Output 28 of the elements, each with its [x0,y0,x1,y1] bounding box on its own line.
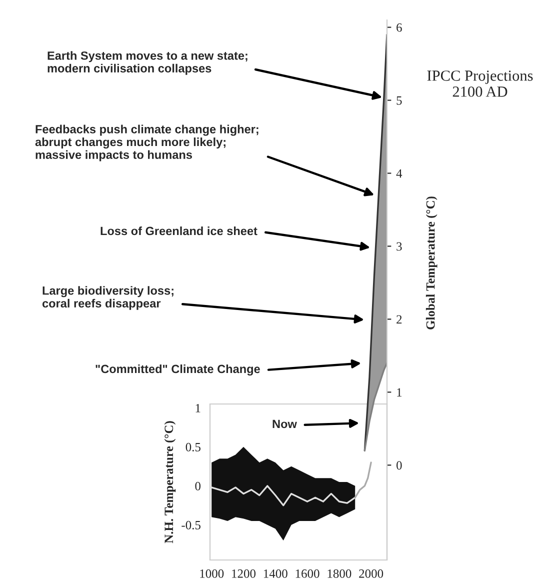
line-series [354,462,372,498]
y-tick-label: 1 [196,404,200,412]
y2-tick-label: 3 [396,242,402,251]
y-tick-label: 0 [195,482,200,490]
text: IPCC Projections 2100 AD [427,70,533,97]
y2-tick-label: 1 [397,388,402,396]
y2-tick-label: 5 [396,96,402,105]
text: Feedbacks push climate change higher; abrupt changes much more likely; massive impacts to humans [35,124,258,162]
y-tick-label: 0.5 [186,442,200,452]
text: "Committed" Climate Change [96,364,260,376]
y-tick-label: -0.5 [182,520,200,530]
y2-tick-label: 2 [396,315,402,324]
x-tick-label: 1600 [296,569,320,578]
y2-tick-label: 4 [396,169,402,178]
y2-axis-title: Global Temperature (°C) [426,196,438,330]
x-tick-label: 2000 [359,569,384,578]
text: Earth System moves to a new state; modern civilisation collapses [48,51,248,75]
text: Loss of Greenland ice sheet [100,226,258,236]
y2-tick-label: 0 [396,461,402,470]
y2-tick-label: 6 [396,23,402,32]
x-tick-label: 1400 [264,569,288,578]
x-tick-label: 1000 [200,569,224,578]
text: Large biodiversity loss; coral reefs disappear [42,286,174,310]
annotation: Now [272,420,297,428]
line-series [210,485,356,506]
y-axis-title: N.H. Temperature (°C) [164,421,176,544]
x-tick-label: 1200 [232,569,256,578]
x-tick-label: 1800 [328,569,352,578]
